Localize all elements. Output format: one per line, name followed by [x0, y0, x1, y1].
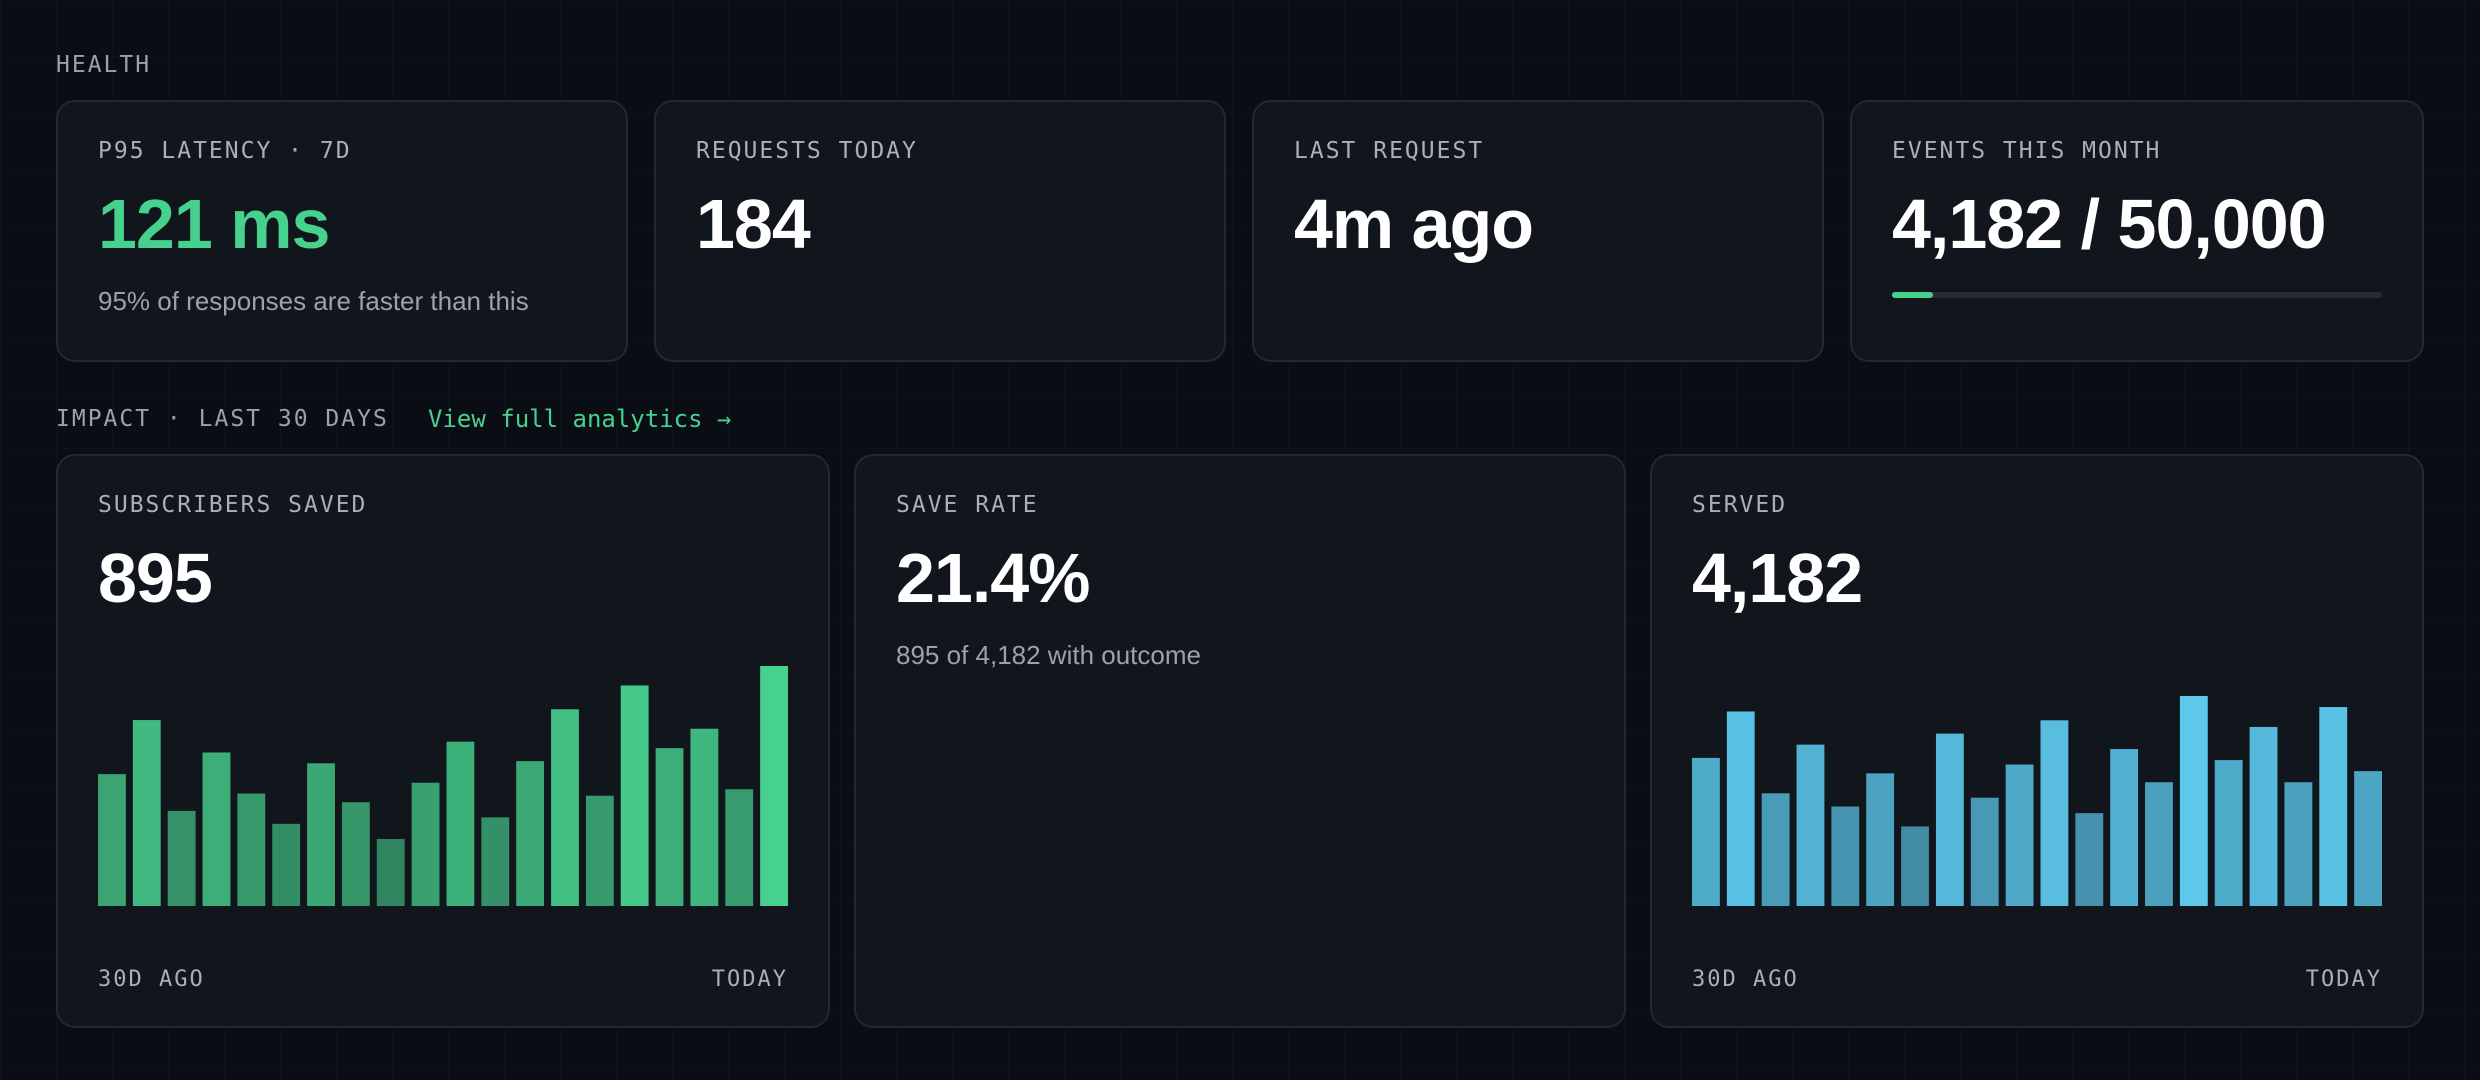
- served-bar-13: [2110, 749, 2139, 906]
- subscribers-saved-card: SUBSCRIBERS SAVED 895 30D AGO TODAY: [56, 454, 830, 1028]
- served-bar-6: [1866, 773, 1895, 906]
- requests-today-label: REQUESTS TODAY: [696, 138, 918, 164]
- served-bar-20: [2354, 771, 2382, 906]
- served-bar-19: [2319, 707, 2348, 906]
- served-bar-2: [1726, 711, 1755, 906]
- view-full-analytics-link[interactable]: View full analytics →: [428, 405, 732, 433]
- last-request-label: LAST REQUEST: [1294, 138, 1485, 164]
- subscribers-saved-bar-19: [725, 789, 754, 906]
- latency-value: 121 ms: [98, 185, 330, 263]
- subscribers-saved-bar-15: [585, 795, 614, 906]
- subscribers-saved-bar-16: [620, 685, 649, 906]
- subscribers-saved-bar-11: [446, 741, 475, 906]
- subscribers-saved-bar-10: [411, 782, 440, 906]
- last-request-card: LAST REQUEST 4m ago: [1252, 100, 1824, 362]
- events-quota-progress-track: [1892, 292, 2382, 298]
- served-axis-start: 30D AGO: [1692, 967, 1799, 992]
- served-bar-9: [1970, 797, 1999, 906]
- served-bar-17: [2249, 726, 2278, 906]
- subscribers-saved-bar-18: [690, 728, 719, 906]
- served-bar-3: [1761, 793, 1790, 906]
- impact-section-label: IMPACT · LAST 30 DAYS: [56, 406, 389, 432]
- subscribers-saved-bar-6: [272, 823, 301, 906]
- served-bar-12: [2075, 813, 2104, 906]
- served-bar-16: [2214, 760, 2243, 906]
- subscribers-saved-axis-start: 30D AGO: [98, 967, 205, 992]
- subscribers-saved-bar-chart: [98, 666, 788, 906]
- subscribers-saved-bar-17: [655, 748, 684, 906]
- requests-today-value: 184: [696, 185, 811, 263]
- served-bar-10: [2005, 764, 2034, 906]
- served-bar-8: [1935, 733, 1964, 906]
- subscribers-saved-bar-2: [132, 720, 161, 906]
- served-bar-15: [2179, 696, 2208, 906]
- subscribers-saved-bar-5: [237, 793, 266, 906]
- served-bar-7: [1901, 826, 1929, 906]
- served-bar-18: [2284, 782, 2313, 906]
- served-value: 4,182: [1692, 539, 1863, 617]
- served-card: SERVED 4,182 30D AGO TODAY: [1650, 454, 2424, 1028]
- subscribers-saved-bar-3: [167, 810, 196, 906]
- events-month-card: EVENTS THIS MONTH 4,182 / 50,000: [1850, 100, 2424, 362]
- last-request-value: 4m ago: [1294, 185, 1534, 263]
- served-bar-5: [1831, 806, 1860, 906]
- served-axis-end: TODAY: [2305, 967, 2382, 992]
- latency-card: P95 LATENCY · 7D 121 ms 95% of responses…: [56, 100, 628, 362]
- subscribers-saved-bar-9: [376, 838, 405, 906]
- served-bar-4: [1796, 744, 1825, 906]
- requests-today-card: REQUESTS TODAY 184: [654, 100, 1226, 362]
- events-month-label: EVENTS THIS MONTH: [1892, 138, 2162, 164]
- save-rate-label: SAVE RATE: [896, 492, 1039, 518]
- subscribers-saved-bar-14: [551, 709, 579, 906]
- latency-subtitle: 95% of responses are faster than this: [98, 286, 529, 316]
- served-bar-11: [2040, 720, 2069, 906]
- subscribers-saved-value: 895: [98, 539, 213, 617]
- events-month-value: 4,182 / 50,000: [1892, 185, 2327, 263]
- events-quota-progress-fill: [1892, 292, 1933, 298]
- save-rate-subtitle: 895 of 4,182 with outcome: [896, 640, 1201, 670]
- health-section-label: HEALTH: [56, 52, 152, 78]
- subscribers-saved-bar-12: [481, 817, 510, 906]
- subscribers-saved-bar-13: [516, 761, 545, 906]
- served-bar-chart: [1692, 696, 2382, 906]
- served-label: SERVED: [1692, 492, 1788, 518]
- subscribers-saved-bar-8: [341, 802, 370, 906]
- subscribers-saved-axis-end: TODAY: [711, 967, 788, 992]
- subscribers-saved-bar-7: [307, 763, 335, 906]
- subscribers-saved-bar-20: [760, 666, 788, 906]
- save-rate-value: 21.4%: [896, 539, 1090, 617]
- served-bar-14: [2145, 782, 2173, 906]
- subscribers-saved-bar-1: [98, 774, 126, 906]
- latency-label: P95 LATENCY · 7D: [98, 138, 352, 164]
- served-bar-1: [1692, 757, 1720, 906]
- save-rate-card: SAVE RATE 21.4% 895 of 4,182 with outcom…: [854, 454, 1626, 1028]
- subscribers-saved-label: SUBSCRIBERS SAVED: [98, 492, 368, 518]
- subscribers-saved-bar-4: [202, 752, 231, 906]
